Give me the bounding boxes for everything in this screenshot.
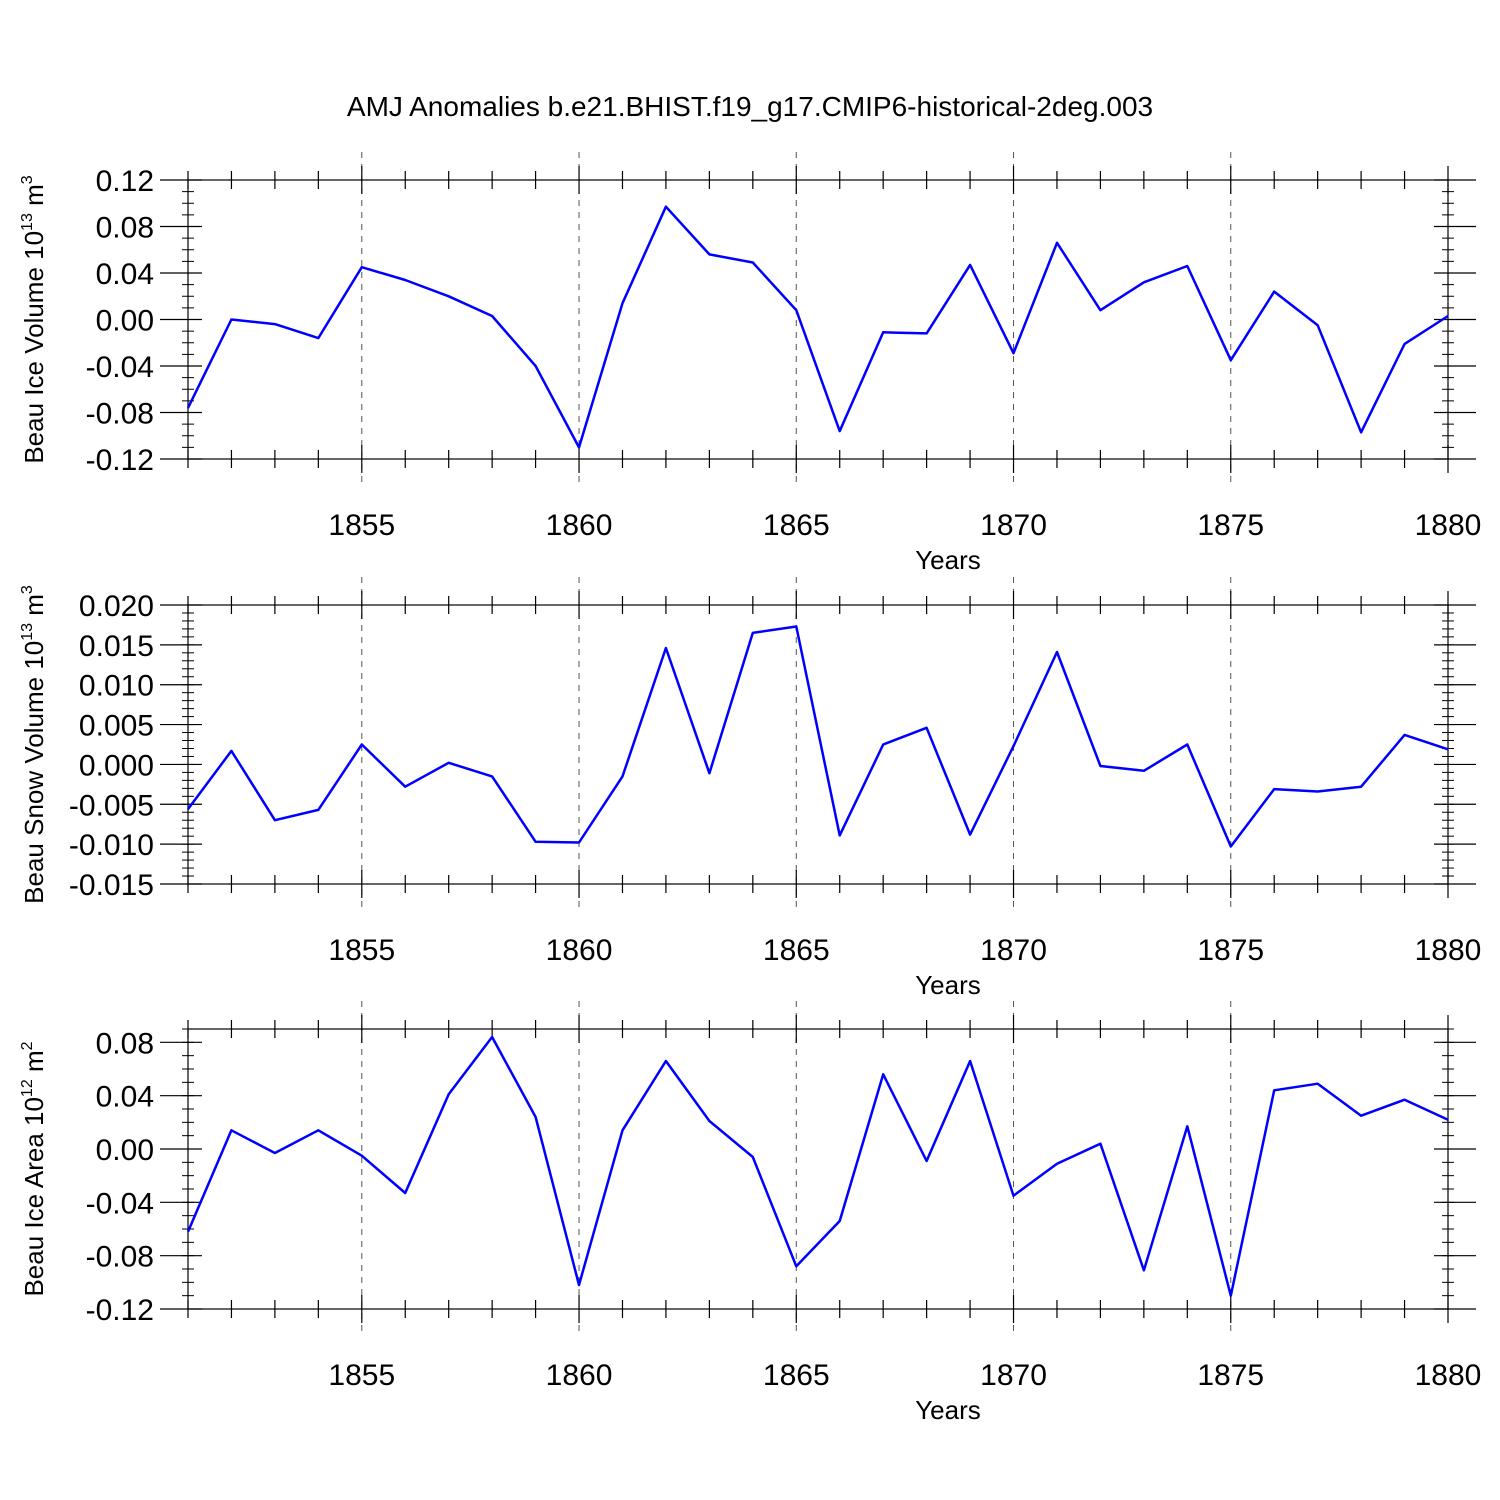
plot-frame xyxy=(187,179,1449,460)
y-tick-label: -0.08 xyxy=(86,1241,154,1274)
y-axis-label-unit-exponent: 2 xyxy=(19,1041,36,1050)
y-axis-label-unit-exponent: 3 xyxy=(19,175,36,184)
y-tick-label: 0.04 xyxy=(96,1081,154,1114)
x-tick-label: 1865 xyxy=(763,934,830,967)
y-tick-label: 0.000 xyxy=(79,749,154,782)
y-axis-label-text: Beau Snow Volume 10 xyxy=(19,641,49,904)
x-tick-label: 1870 xyxy=(980,509,1047,542)
y-axis-label-exponent: 13 xyxy=(19,213,36,231)
y-tick-label: 0.010 xyxy=(79,670,154,703)
y-tick-label: 0.00 xyxy=(96,1134,154,1167)
y-tick-label: 0.015 xyxy=(79,630,154,663)
y-tick-label: 0.00 xyxy=(96,305,154,338)
plot-frame xyxy=(187,1028,1449,1310)
x-axis-label: Years xyxy=(915,545,981,575)
y-axis-label-unit: m xyxy=(19,1050,49,1079)
y-tick-label: -0.010 xyxy=(69,829,154,862)
y-tick-label: 0.12 xyxy=(96,165,154,198)
x-tick-label: 1855 xyxy=(328,509,395,542)
series-line xyxy=(186,1035,1449,1297)
x-tick-label: 1880 xyxy=(1415,1359,1482,1392)
y-axis-label-unit: m xyxy=(19,594,49,623)
y-tick-label: 0.08 xyxy=(96,1027,154,1060)
y-axis-label-exponent: 13 xyxy=(19,623,36,641)
x-tick-label: 1880 xyxy=(1415,934,1482,967)
x-tick-label: 1860 xyxy=(546,1359,613,1392)
y-axis-label: Beau Ice Volume 1013 m3 xyxy=(19,175,49,463)
x-tick-label: 1875 xyxy=(1197,1359,1264,1392)
x-tick-label: 1860 xyxy=(546,509,613,542)
panels: -0.12 -0.08 -0.04 0.00 0.04 0.08 0.12 1855 1860 1… xyxy=(19,152,1481,1425)
x-tick-label: 1865 xyxy=(763,1359,830,1392)
figure-title: AMJ Anomalies b.e21.BHIST.f19_g17.CMIP6-… xyxy=(347,91,1153,122)
y-axis-label: Beau Ice Area 1012 m2 xyxy=(19,1041,49,1296)
y-axis-label: Beau Snow Volume 1013 m3 xyxy=(19,585,49,904)
series-line xyxy=(186,205,1449,449)
chart-panel-1: -0.12 -0.08 -0.04 0.00 0.04 0.08 0.12 1855 1860 1… xyxy=(19,152,1481,575)
y-axis-label-unit-exponent: 3 xyxy=(19,585,36,594)
x-axis-label: Years xyxy=(915,1395,981,1425)
x-tick-label: 1875 xyxy=(1197,509,1264,542)
x-tick-label: 1870 xyxy=(980,934,1047,967)
y-tick-label: -0.015 xyxy=(69,869,154,902)
x-tick-label: 1855 xyxy=(328,934,395,967)
y-tick-label: 0.020 xyxy=(79,590,154,623)
x-tick-label: 1865 xyxy=(763,509,830,542)
y-axis-label-text: Beau Ice Volume 10 xyxy=(19,231,49,464)
x-tick-label: 1870 xyxy=(980,1359,1047,1392)
y-axis-label-text: Beau Ice Area 10 xyxy=(19,1097,49,1296)
chart-panel-3: -0.12 -0.08 -0.04 0.00 0.04 0.08 1855 1860 1865 1… xyxy=(19,1001,1481,1425)
chart-panel-2: -0.015 -0.010 -0.005 0.000 0.005 0.010 0.015 0.… xyxy=(19,577,1481,1000)
x-tick-label: 1875 xyxy=(1197,934,1264,967)
series-line xyxy=(186,625,1449,848)
y-tick-label: -0.12 xyxy=(86,444,154,477)
x-tick-label: 1880 xyxy=(1415,509,1482,542)
y-tick-label: -0.08 xyxy=(86,398,154,431)
y-tick-label: -0.04 xyxy=(86,351,154,384)
y-tick-label: 0.08 xyxy=(96,212,154,245)
x-tick-label: 1855 xyxy=(328,1359,395,1392)
y-tick-label: 0.005 xyxy=(79,710,154,743)
x-axis-label: Years xyxy=(915,970,981,1000)
y-axis-label-unit: m xyxy=(19,184,49,213)
y-tick-label: -0.12 xyxy=(86,1294,154,1327)
plot-frame xyxy=(187,604,1449,885)
y-axis-label-exponent: 12 xyxy=(19,1079,36,1097)
y-tick-label: -0.005 xyxy=(69,789,154,822)
y-tick-label: 0.04 xyxy=(96,258,154,291)
y-tick-label: -0.04 xyxy=(86,1187,154,1220)
x-tick-label: 1860 xyxy=(546,934,613,967)
